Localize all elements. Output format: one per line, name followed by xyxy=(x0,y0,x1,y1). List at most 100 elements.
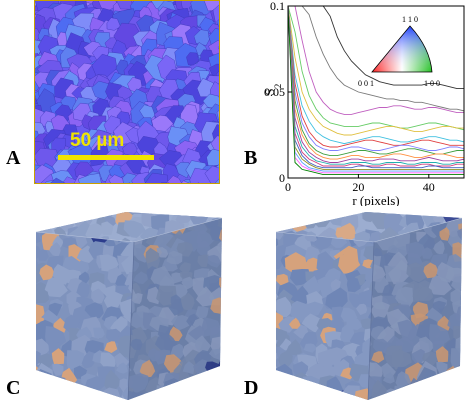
grain xyxy=(128,373,149,394)
grain xyxy=(293,361,309,378)
grain xyxy=(225,270,230,282)
grain xyxy=(195,395,217,400)
grain xyxy=(276,382,295,400)
grain xyxy=(121,249,134,275)
grain xyxy=(117,85,134,100)
orientation-map xyxy=(34,0,220,184)
grain xyxy=(276,377,290,398)
grain xyxy=(146,286,161,305)
grain xyxy=(222,319,230,338)
grain xyxy=(221,252,222,273)
cube-right-face-shade xyxy=(128,218,222,400)
grain xyxy=(107,404,122,406)
grain xyxy=(426,381,440,398)
grain xyxy=(436,361,448,375)
grain xyxy=(423,262,439,279)
grain xyxy=(316,390,336,400)
grain xyxy=(276,393,298,400)
grain xyxy=(179,262,191,274)
series-line xyxy=(288,6,464,131)
grain xyxy=(290,285,311,306)
grain xyxy=(99,254,119,273)
grain xyxy=(407,392,424,400)
grain xyxy=(332,399,350,400)
grain xyxy=(461,314,462,334)
grain xyxy=(219,380,222,395)
grain xyxy=(119,298,134,319)
x-tick-label: 20 xyxy=(352,180,364,194)
grain xyxy=(224,211,230,227)
grain xyxy=(226,364,230,378)
grain xyxy=(96,393,108,400)
grain xyxy=(196,286,217,307)
grain xyxy=(175,161,191,179)
grain xyxy=(130,293,143,304)
grain xyxy=(194,335,211,353)
grain xyxy=(419,336,435,355)
grain xyxy=(216,19,219,28)
grain xyxy=(84,212,102,218)
grain xyxy=(433,373,452,392)
y-tick-label: 0 xyxy=(279,171,285,185)
series-line xyxy=(288,6,464,170)
grain xyxy=(456,380,462,394)
grain xyxy=(35,182,37,183)
grain xyxy=(100,182,101,183)
grain xyxy=(52,404,67,406)
grain xyxy=(423,212,433,214)
grain xyxy=(52,363,64,377)
grain xyxy=(398,206,408,210)
grain xyxy=(192,391,209,400)
y-axis-label: S xyxy=(262,88,277,95)
chart-axes: 0 0.05 0.1 0 20 40 S2 r (pixels) xyxy=(262,0,465,206)
grain xyxy=(168,302,184,316)
legend-label-001: 0 0 1 xyxy=(358,79,374,88)
scale-bar-label: 50 µm xyxy=(70,130,125,151)
grain xyxy=(35,28,41,43)
grain xyxy=(388,259,411,285)
grain-cube-d xyxy=(275,206,470,406)
grain xyxy=(343,206,363,212)
grain xyxy=(128,399,136,400)
grain xyxy=(204,165,219,183)
grain xyxy=(128,182,131,183)
grain xyxy=(292,385,314,400)
grain xyxy=(197,372,211,386)
panel-label-a: A xyxy=(6,147,21,169)
grain xyxy=(219,295,222,312)
grain xyxy=(276,232,285,240)
grain xyxy=(193,29,210,46)
grain xyxy=(208,40,219,57)
grain xyxy=(436,402,451,406)
grain xyxy=(187,384,200,397)
grain xyxy=(37,249,49,261)
grain xyxy=(66,350,85,371)
series-line xyxy=(288,6,464,165)
grain xyxy=(128,333,137,359)
grain xyxy=(417,286,433,301)
grain xyxy=(340,322,355,342)
series-line xyxy=(288,6,464,174)
grain xyxy=(406,262,430,283)
series-line xyxy=(288,6,464,163)
cube-edge xyxy=(127,241,135,401)
grain xyxy=(460,324,462,342)
grain xyxy=(276,212,296,221)
grain xyxy=(219,342,222,355)
grain xyxy=(388,400,403,406)
grain xyxy=(106,17,121,31)
grain xyxy=(433,240,445,255)
grain xyxy=(185,381,200,395)
grain xyxy=(276,212,284,222)
grain xyxy=(276,254,284,270)
x-tick-label: 0 xyxy=(285,180,291,194)
y-tick-label: 0.1 xyxy=(270,0,285,13)
grain xyxy=(210,135,219,155)
grain xyxy=(154,212,168,213)
grain xyxy=(467,403,470,406)
grain xyxy=(145,247,160,270)
grain xyxy=(410,206,422,210)
grain xyxy=(85,223,104,240)
grain xyxy=(91,53,118,78)
grain xyxy=(145,398,158,400)
